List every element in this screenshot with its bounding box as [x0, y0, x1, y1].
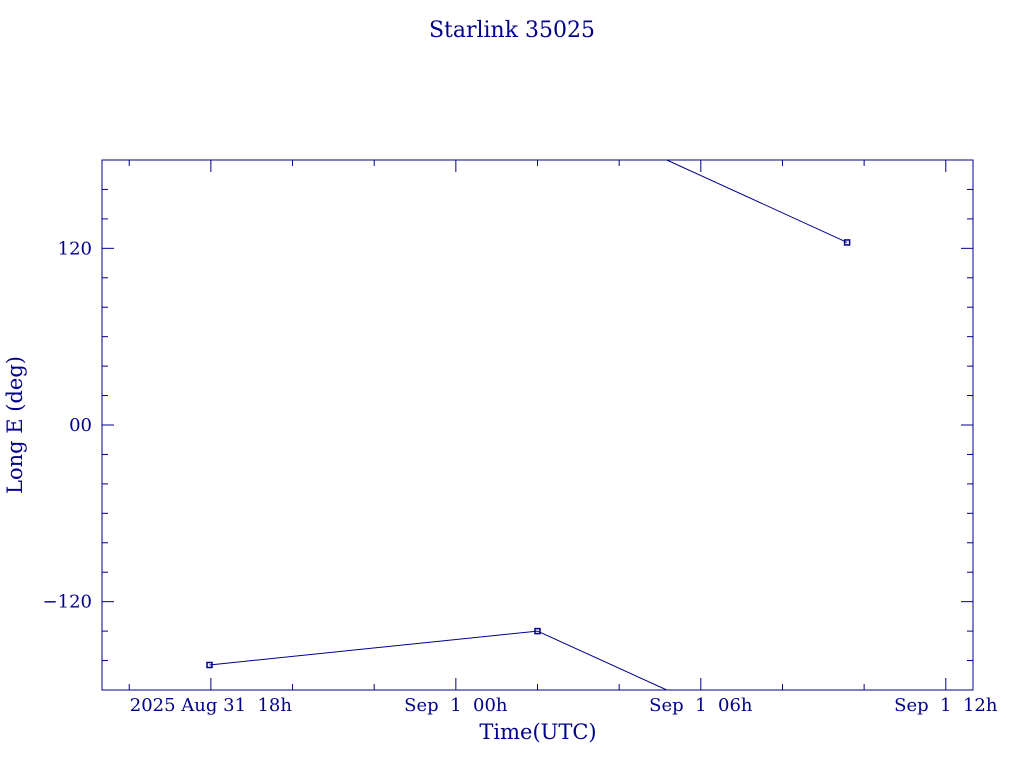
data-point	[534, 627, 541, 635]
x-tick-label: 2025 Aug 31 18h	[130, 695, 293, 716]
x-axis-label: Time(UTC)	[479, 720, 596, 744]
y-axis-label: Long E (deg)	[3, 356, 27, 494]
y-tick-label: −120	[43, 592, 92, 613]
data-point	[843, 239, 851, 246]
plot-frame	[101, 159, 974, 691]
axis-ticks	[102, 160, 973, 690]
series-line	[209, 630, 668, 690]
series-lines	[209, 160, 848, 690]
x-tick-labels: 2025 Aug 31 18h Sep 1 00h Sep 1 06h Sep 1 1…	[130, 695, 998, 716]
y-tick-label: 00	[69, 415, 92, 436]
x-tick-label: Sep 1 12h	[894, 695, 998, 716]
y-tick-labels: 120 00 −120	[43, 238, 92, 612]
y-tick-label: 120	[58, 238, 92, 259]
chart-title: Starlink 35025	[429, 18, 595, 43]
x-tick-label: Sep 1 06h	[649, 695, 753, 716]
x-tick-label: Sep 1 00h	[404, 695, 508, 716]
data-point	[206, 661, 213, 669]
series-line	[666, 160, 848, 243]
series-markers	[206, 239, 851, 669]
